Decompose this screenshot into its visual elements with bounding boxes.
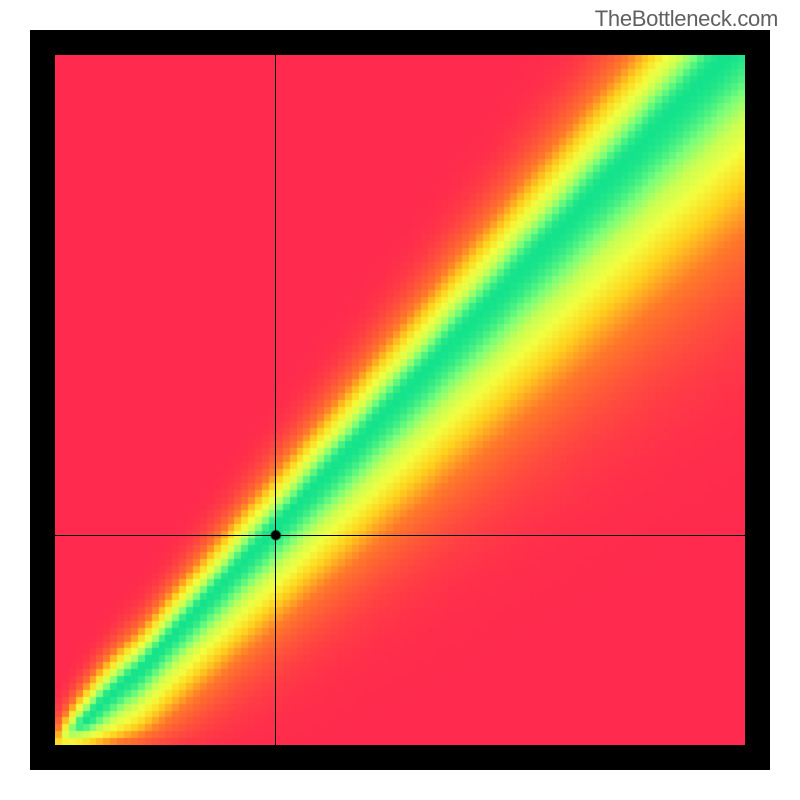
crosshair-marker bbox=[30, 30, 770, 770]
plot-frame bbox=[30, 30, 770, 770]
watermark-text: TheBottleneck.com bbox=[595, 6, 778, 32]
